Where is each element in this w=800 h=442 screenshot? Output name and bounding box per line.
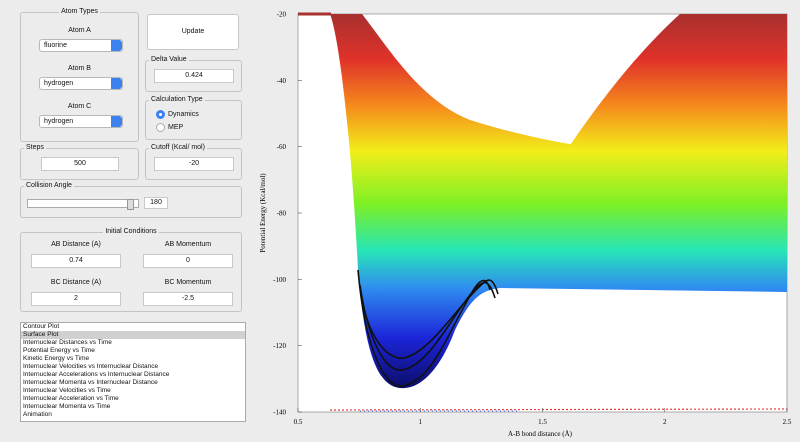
atom-label: Atom C (67, 103, 92, 110)
x-axis-label: A-B bond distance (Å) (508, 430, 573, 438)
surface (330, 14, 787, 389)
panel-title: Steps (24, 144, 46, 151)
panel-title: Initial Conditions (103, 228, 159, 235)
list-item[interactable]: Internuclear Velocities vs Time (23, 387, 111, 394)
x-tick-label: 1 (419, 418, 423, 426)
atom-label: Atom A (68, 27, 91, 34)
radio-button[interactable] (156, 110, 165, 119)
list-item[interactable]: Internuclear Acceleration vs Time (23, 395, 119, 402)
plot-list[interactable]: Contour Plot Surface Plot Internuclear Dis… (20, 322, 246, 422)
list-item[interactable]: Potential Energy vs Time (23, 347, 95, 354)
cutoff-panel: Cutoff (Kcal/ mol) -20 (145, 144, 242, 180)
list-item[interactable]: Surface Plot (21, 331, 245, 339)
trajectory (357, 269, 499, 387)
axes-box (297, 13, 788, 413)
angle-field[interactable]: 180 (144, 197, 168, 209)
steps-field[interactable]: 500 (41, 157, 119, 171)
field-input[interactable]: 0.74 (31, 254, 121, 268)
field-label: AB Momentum (164, 241, 212, 248)
field-label: BC Distance (A) (50, 279, 102, 286)
panel-title: Calculation Type (149, 96, 205, 103)
y-tick-label: -60 (277, 143, 287, 151)
y-tick-label: -80 (277, 210, 287, 218)
x-tick-label: 1.5 (538, 418, 547, 426)
field-input[interactable]: 0 (143, 254, 233, 268)
surface (560, 14, 787, 165)
delta-panel: Delta Value 0.424 (145, 56, 242, 92)
list-item[interactable]: Internuclear Velocities vs Internuclear … (23, 363, 159, 370)
atom-popup[interactable]: fluorine (39, 39, 123, 52)
y-tick-label: -20 (277, 11, 287, 19)
radio-label: Dynamics (168, 111, 199, 118)
angle-slider[interactable] (27, 199, 139, 210)
field-input[interactable]: -2.5 (143, 292, 233, 306)
field-label: AB Distance (A) (51, 241, 101, 248)
panel-title: Atom Types (59, 8, 100, 15)
radio-button[interactable] (156, 123, 165, 132)
atom-popup[interactable]: hydrogen (39, 115, 123, 128)
field-label: BC Momentum (164, 279, 212, 286)
angle-panel: Collision Angle 180 (20, 182, 242, 218)
x-tick-label: 2 (663, 418, 667, 426)
list-item[interactable]: Internuclear Momenta vs Internuclear Dis… (23, 379, 158, 386)
y-tick-label: -140 (273, 409, 286, 417)
atom-popup[interactable]: hydrogen (39, 77, 123, 90)
x-tick-label: 0.5 (294, 418, 303, 426)
projection (329, 408, 788, 411)
panel-title: Delta Value (149, 56, 189, 63)
field-input[interactable]: 2 (31, 292, 121, 306)
panel-title: Cutoff (Kcal/ mol) (149, 144, 207, 151)
list-item[interactable]: Internuclear Momenta vs Time (23, 403, 111, 410)
list-item[interactable]: Kinetic Energy vs Time (23, 355, 90, 362)
y-tick-label: -100 (273, 276, 286, 284)
list-item[interactable]: Contour Plot (23, 323, 60, 330)
update-button[interactable]: Update (147, 14, 239, 50)
y-tick-label: -40 (277, 77, 287, 85)
atom-label: Atom B (68, 65, 91, 72)
list-item[interactable]: Internuclear Accelerations vs Internucle… (23, 371, 170, 378)
steps-panel: Steps 500 (20, 144, 139, 180)
y-axis-label: Potential Energy (Kcal/mol) (259, 173, 267, 253)
panel-title: Collision Angle (24, 182, 74, 189)
radio-label: MEP (168, 124, 184, 131)
list-item[interactable]: Internuclear Distances vs Time (23, 339, 112, 346)
cutoff-field[interactable]: -20 (154, 157, 234, 171)
initial-panel: Initial Conditions AB Distance (A) 0.74 AB… (20, 228, 242, 312)
calc-panel: Calculation Type Dynamics MEP (145, 96, 242, 140)
y-tick-label: -120 (273, 342, 286, 350)
atom-types-panel: Atom Types Atom A fluorine Atom B hydrogen A… (20, 8, 139, 142)
list-item[interactable]: Animation (23, 411, 52, 418)
x-tick-label: 2.5 (783, 418, 792, 426)
delta-field[interactable]: 0.424 (154, 69, 234, 83)
